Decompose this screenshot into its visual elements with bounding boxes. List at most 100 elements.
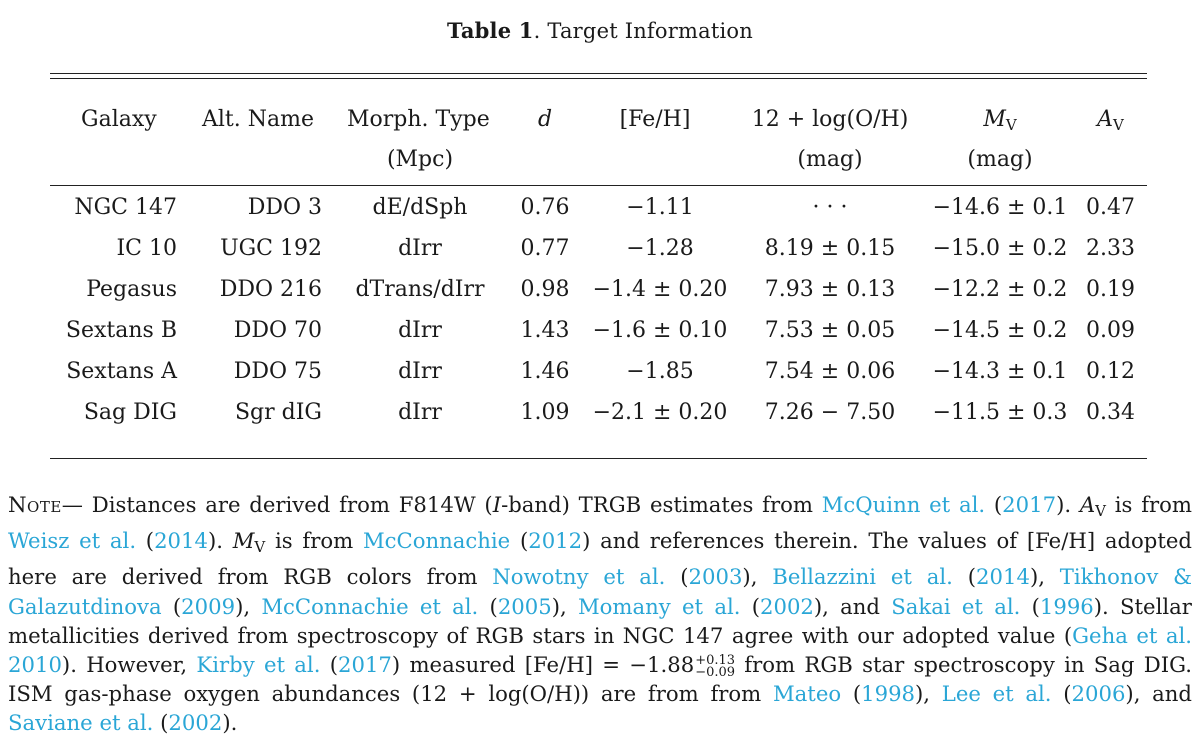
- cell-distance: 0.76: [520, 195, 570, 220]
- cell-av: 0.09: [1086, 318, 1135, 343]
- citation-year-link[interactable]: 2014: [976, 564, 1030, 590]
- citation-link[interactable]: Tikhonov & Galazutdinova: [8, 564, 1192, 619]
- note-text: (: [1020, 593, 1040, 619]
- table-title: Target Information: [547, 19, 753, 43]
- cell-feh: −1.6 ± 0.10: [592, 318, 728, 343]
- cell-morph-type: dIrr: [398, 400, 442, 425]
- header-mv-symbol: M: [983, 107, 1006, 132]
- cell-av: 2.33: [1086, 236, 1135, 261]
- note-text: ),: [1029, 564, 1060, 590]
- cell-oh: 7.54 ± 0.06: [764, 359, 896, 384]
- cell-mv: −12.2 ± 0.2: [932, 277, 1068, 302]
- cell-oh: 7.93 ± 0.13: [764, 277, 896, 302]
- header-galaxy: Galaxy: [81, 107, 157, 132]
- note-text: ). Stellar metallicities derived from sp…: [8, 593, 1192, 648]
- citation-year-link[interactable]: 2003: [688, 564, 743, 590]
- table-label: Table 1: [447, 18, 534, 43]
- note-text: (: [841, 681, 862, 707]
- header-av-sub: V: [1113, 116, 1124, 134]
- cell-morph-type: dIrr: [398, 359, 442, 384]
- cell-feh: −1.85: [626, 359, 694, 384]
- cell-alt-name: UGC 192: [220, 236, 322, 261]
- cell-av: 0.12: [1086, 359, 1135, 384]
- citation-year-link[interactable]: 2017: [337, 652, 392, 678]
- citation-link[interactable]: Nowotny et al.: [492, 564, 666, 590]
- cell-feh: −1.11: [626, 195, 694, 220]
- cell-distance: 1.09: [520, 400, 570, 425]
- header-distance: d: [537, 107, 553, 132]
- citation-link[interactable]: Geha et al. 2010: [8, 622, 1192, 678]
- citation-year-link[interactable]: 2014: [154, 528, 208, 554]
- citation-link[interactable]: McConnachie: [362, 528, 511, 554]
- note-text: (: [740, 593, 760, 619]
- citation-link[interactable]: Saviane et al.: [8, 710, 154, 736]
- citation-link[interactable]: McConnachie et al.: [261, 593, 479, 619]
- cell-morph-type: dTrans/dIrr: [355, 277, 485, 302]
- header-distance-unit: (Mpc): [386, 147, 454, 172]
- cell-galaxy: NGC 147: [74, 195, 177, 220]
- note-text: -band) TRGB estimates from: [501, 492, 822, 517]
- note-text: ),: [742, 564, 773, 590]
- note-symbol: A: [1079, 492, 1096, 517]
- note-text: ),: [915, 681, 942, 707]
- citation-year-link[interactable]: 1998: [861, 681, 916, 707]
- cell-morph-type: dIrr: [398, 318, 442, 343]
- note-text: (: [161, 593, 182, 619]
- cell-distance: 0.77: [520, 236, 570, 261]
- cell-distance: 1.43: [520, 318, 570, 343]
- note-text: is from: [265, 528, 363, 554]
- note-text: ) and references therein. The values of …: [8, 528, 1192, 590]
- note-text: ) measured [Fe/H] = −1.88: [391, 652, 695, 678]
- header-rule: [50, 185, 1147, 186]
- note-text: (: [1051, 681, 1072, 707]
- note-text: ).: [222, 710, 238, 736]
- cell-distance: 1.46: [520, 359, 570, 384]
- cell-av: 0.47: [1086, 195, 1135, 220]
- citation-year-link[interactable]: 2009: [181, 593, 236, 619]
- note-text: — Distances are derived from F814W (: [61, 492, 493, 517]
- citation-link[interactable]: Sakai et al.: [891, 593, 1021, 619]
- header-av: AV: [1088, 108, 1133, 137]
- cell-mv: −15.0 ± 0.2: [932, 236, 1068, 261]
- note-text: I: [492, 492, 502, 517]
- header-mv: MV: [950, 108, 1050, 137]
- note-text: (: [320, 652, 338, 678]
- note-text: ).: [207, 528, 233, 554]
- citation-link[interactable]: Lee et al.: [941, 681, 1052, 707]
- citation-link[interactable]: Mateo: [772, 681, 842, 707]
- cell-feh: −1.4 ± 0.20: [592, 277, 728, 302]
- header-oh: 12 + log(O/H): [751, 107, 909, 132]
- cell-oh: · · ·: [812, 195, 848, 220]
- cell-morph-type: dE/dSph: [372, 195, 468, 220]
- citation-year-link[interactable]: 1996: [1039, 593, 1094, 619]
- citation-year-link[interactable]: 2002: [759, 593, 814, 619]
- citation-link[interactable]: Bellazzini et al.: [772, 564, 953, 590]
- uncertainty-lower: −0.09: [695, 665, 736, 681]
- cell-oh: 7.26 − 7.50: [764, 400, 896, 425]
- citation-year-link[interactable]: 2006: [1071, 681, 1126, 707]
- note-text: (: [478, 593, 498, 619]
- citation-year-link[interactable]: 2012: [528, 528, 583, 554]
- note-text: (: [985, 492, 1003, 517]
- cell-galaxy: Pegasus: [86, 277, 177, 302]
- header-alt-name: Alt. Name: [202, 107, 314, 132]
- cell-oh: 8.19 ± 0.15: [764, 236, 896, 261]
- citation-link[interactable]: McQuinn et al.: [821, 492, 986, 517]
- table-note: Note— Distances are derived from F814W (…: [8, 490, 1192, 738]
- cell-galaxy: Sextans B: [65, 318, 177, 343]
- citation-link[interactable]: Kirby et al.: [196, 652, 321, 678]
- note-text: ). However,: [61, 652, 197, 678]
- citation-year-link[interactable]: 2002: [168, 710, 223, 736]
- cell-galaxy: Sextans A: [66, 359, 177, 384]
- note-symbol: M: [232, 528, 255, 554]
- citation-link[interactable]: Momany et al.: [577, 593, 741, 619]
- cell-distance: 0.98: [520, 277, 570, 302]
- citation-link[interactable]: Weisz et al.: [8, 528, 137, 554]
- note-text: (: [510, 528, 529, 554]
- citation-year-link[interactable]: 2017: [1002, 492, 1057, 517]
- citation-year-link[interactable]: 2005: [497, 593, 552, 619]
- cell-galaxy: IC 10: [116, 236, 177, 261]
- header-mv-unit: (mag): [967, 147, 1033, 172]
- header-feh: [Fe/H]: [619, 107, 691, 132]
- cell-av: 0.34: [1086, 400, 1135, 425]
